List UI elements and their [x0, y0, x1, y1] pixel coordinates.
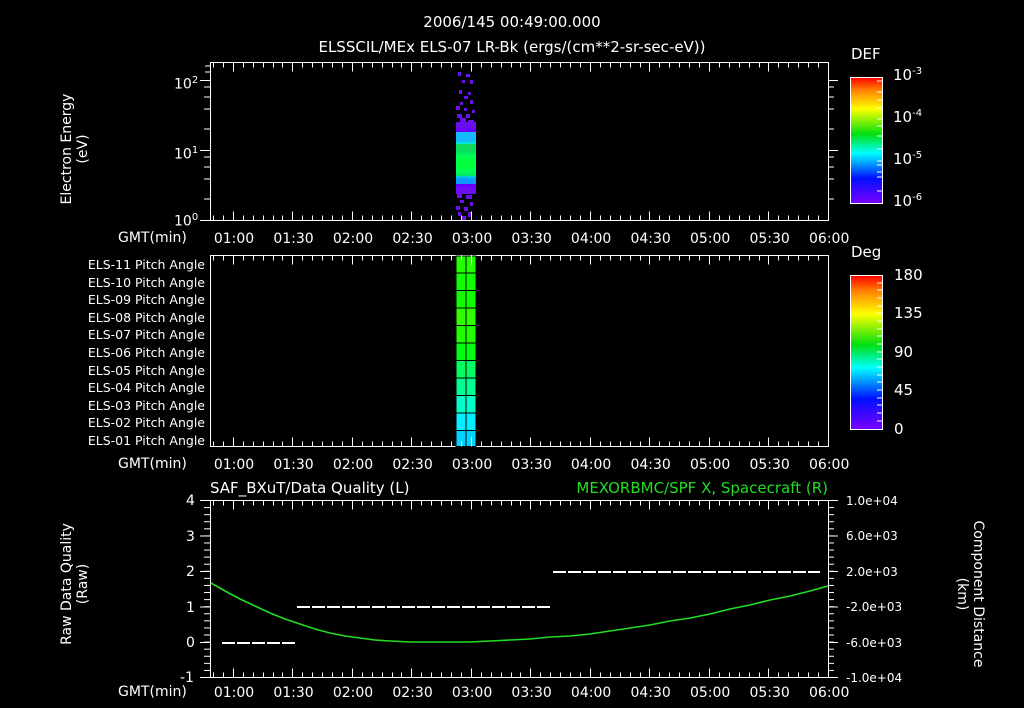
pitch-angle-row-labels: ELS-11 Pitch Angle ELS-10 Pitch Angle EL…: [40, 256, 205, 450]
dq-tick-4: 4: [186, 493, 195, 509]
time-tick-label: 06:00: [809, 685, 850, 701]
distance-axis-label: Component Distance (km): [954, 520, 986, 668]
plot-subtitle: ELSSCIL/MEx ELS-07 LR-Bk (ergs/(cm**2-sr…: [318, 38, 706, 56]
def-tick-1e-3: 10-3: [893, 66, 923, 84]
data-quality-panel: [210, 500, 829, 678]
time-tick-label: 03:00: [451, 231, 493, 247]
row-label: ELS-08 Pitch Angle: [87, 309, 205, 325]
time-tick-label: 04:30: [630, 457, 671, 473]
deg-tick-135: 135: [894, 304, 923, 322]
time-tick-label: 02:30: [392, 231, 433, 247]
time-tick-label: 05:00: [689, 685, 731, 701]
colorbar-ticks: [877, 80, 883, 422]
pitch-angle-data: [455, 255, 477, 447]
row-label: ELS-01 Pitch Angle: [87, 432, 205, 448]
row-label: ELS-05 Pitch Angle: [87, 362, 205, 378]
data-quality-axis-label: Raw Data Quality (Raw): [59, 523, 91, 645]
time-tick-label: 06:00: [809, 457, 850, 473]
time-tick-label: 01:30: [273, 231, 314, 247]
time-tick-label: 03:30: [511, 457, 552, 473]
time-tick-label: 01:30: [273, 457, 314, 473]
gmt-label-3: GMT(min): [118, 684, 187, 700]
gmt-label-1: GMT(min): [118, 230, 187, 246]
row-label: ELS-03 Pitch Angle: [87, 397, 205, 413]
data-quality-title: SAF_BXuT/Data Quality (L): [210, 479, 410, 497]
data-quality-series: [222, 571, 820, 644]
dq-tick-2: 2: [186, 564, 195, 580]
def-tick-1e-5: 10-5: [893, 150, 923, 168]
time-tick-label: 03:30: [511, 685, 552, 701]
dq-tick-neg1: -1: [180, 670, 194, 686]
time-tick-label: 05:30: [749, 231, 790, 247]
time-tick-label: 01:00: [213, 231, 255, 247]
dq-tick-1: 1: [186, 600, 195, 616]
time-tick-label: 06:00: [809, 231, 850, 247]
gmt-label-2: GMT(min): [118, 456, 187, 472]
deg-tick-45: 45: [894, 381, 914, 399]
def-tick-1e-6: 10-6: [893, 192, 923, 210]
row-label: ELS-09 Pitch Angle: [87, 292, 205, 308]
time-tick-label: 04:30: [630, 231, 671, 247]
time-tick-label: 03:30: [511, 231, 552, 247]
row-label: ELS-04 Pitch Angle: [87, 380, 205, 396]
def-colorbar: [850, 77, 883, 204]
time-tick-label: 02:00: [332, 457, 374, 473]
row-label: ELS-06 Pitch Angle: [87, 344, 205, 360]
def-tick-1e-4: 10-4: [893, 108, 923, 126]
time-tick-label: 03:00: [451, 685, 493, 701]
deg-tick-90: 90: [894, 343, 914, 361]
time-tick-label: 04:00: [570, 457, 612, 473]
plot-timestamp: 2006/145 00:49:00.000: [423, 13, 601, 31]
energy-tick-10: 101: [174, 145, 199, 163]
deg-tick-180: 180: [894, 266, 923, 284]
row-label: ELS-07 Pitch Angle: [87, 327, 205, 343]
time-tick-label: 02:00: [332, 685, 374, 701]
time-tick-label: 04:00: [570, 231, 612, 247]
data-quality-axis-ticks: [200, 500, 838, 678]
time-tick-label: 04:30: [630, 685, 671, 701]
time-tick-label: 02:30: [392, 685, 433, 701]
row-label: ELS-10 Pitch Angle: [87, 274, 205, 290]
time-tick-label: 05:00: [689, 231, 731, 247]
dq-tick-0: 0: [186, 635, 195, 651]
spacecraft-x-title: MEXORBMC/SPF X, Spacecraft (R): [576, 479, 828, 497]
row-label: ELS-02 Pitch Angle: [87, 415, 205, 431]
time-tick-label: 02:30: [392, 457, 433, 473]
time-tick-label: 05:30: [749, 685, 790, 701]
row-label: ELS-11 Pitch Angle: [87, 257, 205, 272]
def-colorbar-title: DEF: [851, 45, 881, 63]
time-tick-label: 05:00: [689, 457, 731, 473]
time-tick-label: 01:30: [273, 685, 314, 701]
time-tick-label: 02:00: [332, 231, 374, 247]
time-tick-label: 05:30: [749, 457, 790, 473]
energy-axis-ticks: [200, 65, 838, 221]
deg-tick-0: 0: [894, 420, 904, 438]
energy-spectrogram-data: [456, 72, 476, 220]
energy-tick-100: 102: [174, 75, 199, 93]
time-tick-label: 01:00: [213, 457, 255, 473]
energy-axis-label: Electron Energy (eV): [59, 93, 91, 205]
energy-spectrogram-panel: [210, 62, 829, 221]
time-tick-label: 04:00: [570, 685, 612, 701]
deg-colorbar-title: Deg: [851, 243, 882, 261]
time-tick-label: 03:00: [451, 457, 493, 473]
time-tick-label: 01:00: [213, 685, 255, 701]
time-axis-ticks: [213, 62, 829, 678]
energy-tick-1: 100: [174, 212, 199, 230]
spacecraft-x-series: [210, 582, 829, 643]
dq-tick-3: 3: [186, 529, 195, 545]
pitch-angle-panel: [210, 255, 829, 447]
